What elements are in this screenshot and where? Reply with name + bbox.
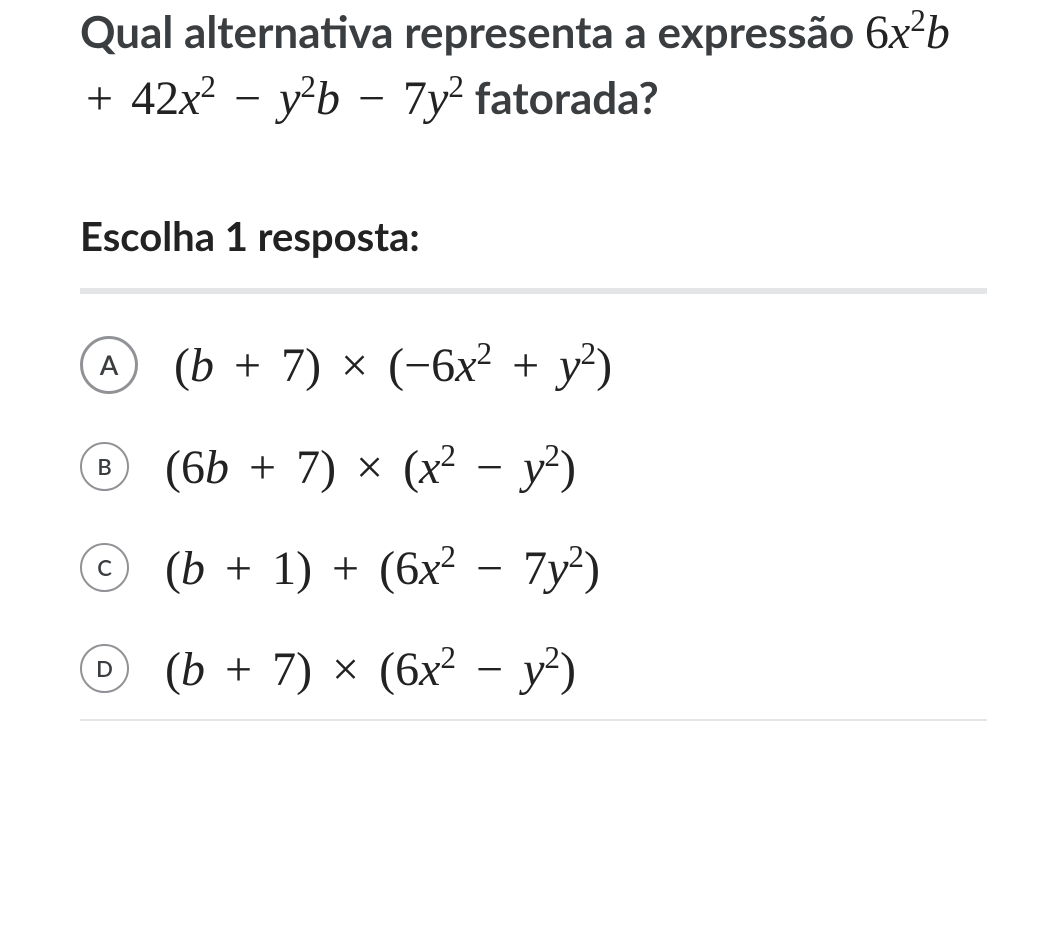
quiz-container: Qual alternativa representa a expressão … — [0, 0, 1047, 943]
question-text: Qual alternativa representa a expressão … — [80, 0, 987, 132]
question-suffix: fatorada? — [464, 72, 659, 124]
instruction-label: Escolha 1 resposta: — [80, 212, 987, 260]
radio-letter: B — [97, 453, 111, 480]
radio-c[interactable]: C — [80, 543, 129, 592]
choice-c[interactable]: C (b + 1) + (6x2 − 7y2) — [80, 517, 987, 618]
radio-letter: D — [96, 655, 113, 682]
choice-a[interactable]: A (b + 7) × (−6x2 + y2) — [80, 314, 987, 416]
choice-list: A (b + 7) × (−6x2 + y2) B (6b + 7) × (x2… — [80, 314, 987, 721]
radio-d[interactable]: D — [80, 644, 129, 693]
radio-letter: C — [97, 554, 112, 581]
radio-b[interactable]: B — [80, 442, 129, 491]
radio-a[interactable]: A — [80, 336, 138, 394]
choice-b-expression: (6b + 7) × (x2 − y2) — [165, 438, 576, 495]
choice-d[interactable]: D (b + 7) × (6x2 − y2) — [80, 618, 987, 721]
choice-c-expression: (b + 1) + (6x2 − 7y2) — [165, 539, 600, 596]
radio-letter: A — [100, 348, 119, 381]
choice-d-expression: (b + 7) × (6x2 − y2) — [165, 640, 576, 697]
choice-b[interactable]: B (6b + 7) × (x2 − y2) — [80, 416, 987, 517]
choice-a-expression: (b + 7) × (−6x2 + y2) — [174, 336, 612, 393]
question-prefix: Qual alternativa representa a expressão — [80, 6, 865, 58]
divider — [80, 288, 987, 294]
